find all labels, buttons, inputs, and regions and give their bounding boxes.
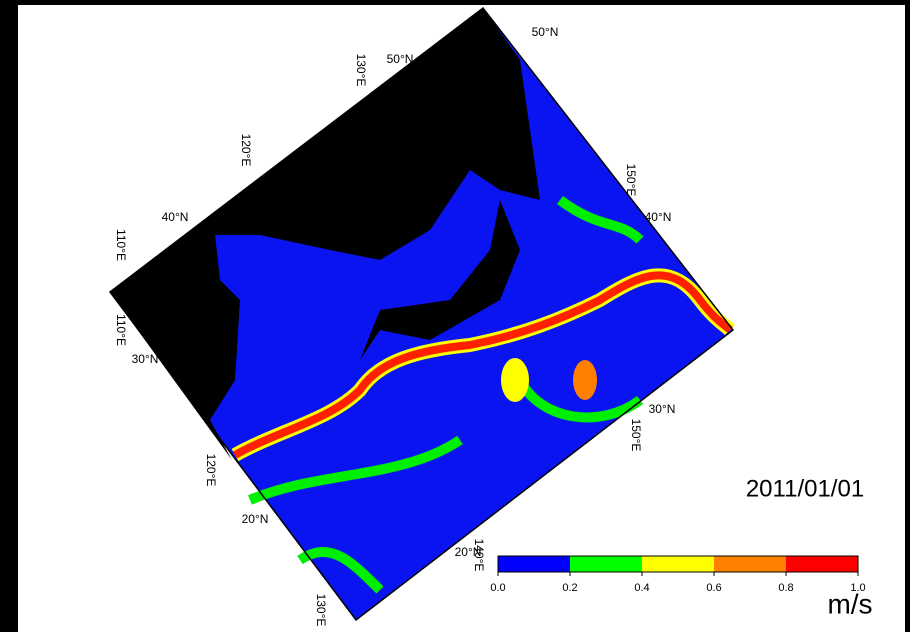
grid-label: 50°N xyxy=(532,25,559,39)
grid-label: 40°N xyxy=(162,210,189,224)
eddy xyxy=(501,358,529,402)
grid-label: 50°N xyxy=(387,52,414,66)
grid-label: 30°N xyxy=(649,402,676,416)
grid-label: 130°E xyxy=(354,54,368,87)
colorbar-segment xyxy=(786,556,858,572)
colorbar-tick-label: 0.8 xyxy=(778,582,793,594)
grid-label: 30°N xyxy=(132,352,159,366)
grid-label: 110°E xyxy=(114,314,128,346)
date: 2011/01/01 xyxy=(746,475,864,502)
colorbar-tick-label: 0.6 xyxy=(706,582,721,594)
colorbar-segment xyxy=(498,556,570,572)
colorbar-tick-label: 0.0 xyxy=(490,582,505,594)
colorbar-tick-label: 0.4 xyxy=(634,582,649,594)
colorbar-segment xyxy=(642,556,714,572)
grid-label: 130°E xyxy=(314,594,328,627)
grid-label: 120°E xyxy=(204,454,218,487)
grid-label: 120°E xyxy=(239,134,253,167)
eddy xyxy=(573,360,597,400)
colorbar-tick-label: 0.2 xyxy=(562,582,577,594)
unit: m/s xyxy=(827,588,872,619)
grid-label: 110°E xyxy=(114,229,128,261)
grid-label: 150°E xyxy=(629,419,643,452)
grid-label: 40°N xyxy=(645,210,672,224)
screen: 50°N 50°N 130°E 120°E 40°N 110°E 110°E 30°N 150°… xyxy=(0,0,910,632)
colorbar-segment xyxy=(714,556,786,572)
colorbar-segment xyxy=(570,556,642,572)
grid-label: 150°E xyxy=(624,164,638,197)
grid-label: 140°E xyxy=(472,539,486,572)
grid-label: 20°N xyxy=(242,512,269,526)
